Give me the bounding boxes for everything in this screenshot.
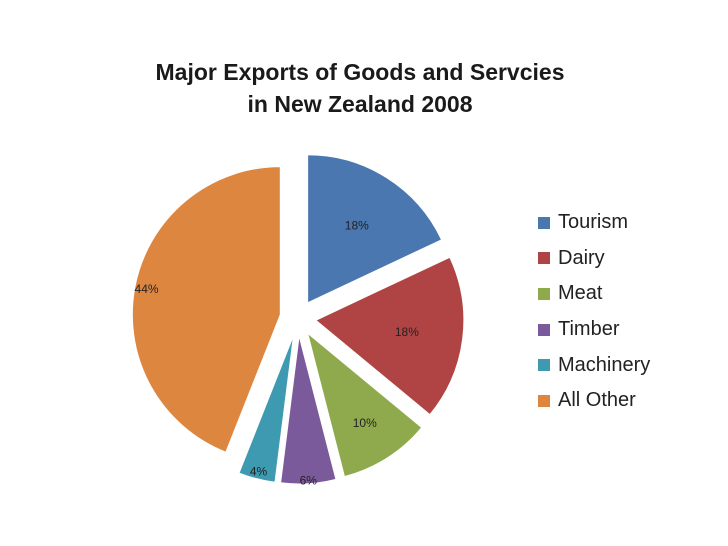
legend: Tourism Dairy Meat Timber Machinery All Other — [538, 205, 718, 419]
legend-item-meat: Meat — [538, 276, 718, 312]
slice-label-dairy: 18% — [395, 325, 419, 339]
slice-label-tourism: 18% — [345, 218, 369, 232]
legend-label: Meat — [558, 282, 603, 305]
pie-slice-tourism — [307, 154, 443, 304]
legend-swatch — [538, 216, 550, 229]
legend-label: Dairy — [558, 246, 605, 269]
legend-item-all-other: All Other — [538, 383, 718, 419]
chart-title: Major Exports of Goods and Servcies in N… — [140, 56, 580, 120]
legend-swatch — [538, 394, 550, 407]
pie-slice-all-other — [131, 166, 281, 453]
pie-slice-dairy — [314, 256, 465, 416]
slice-label-all-other: 44% — [135, 282, 159, 296]
chart-title-line-1: Major Exports of Goods and Servcies — [155, 59, 565, 85]
legend-label: Machinery — [558, 353, 651, 376]
legend-swatch — [538, 359, 550, 372]
pie-slice-machinery — [238, 335, 295, 483]
legend-item-timber: Timber — [538, 312, 718, 348]
legend-label: Tourism — [558, 211, 629, 234]
slice-label-machinery: 4% — [250, 465, 268, 479]
legend-label: Timber — [558, 318, 620, 341]
pie-slice-meat — [306, 331, 423, 478]
legend-swatch — [538, 252, 550, 265]
legend-item-dairy: Dairy — [538, 241, 718, 277]
legend-label: All Other — [558, 389, 636, 412]
pie-slice-timber — [280, 335, 337, 485]
legend-item-tourism: Tourism — [538, 205, 718, 241]
slice-label-meat: 10% — [353, 416, 377, 430]
legend-swatch — [538, 323, 550, 336]
chart-title-line-2: in New Zealand 2008 — [247, 91, 473, 117]
legend-item-machinery: Machinery — [538, 347, 718, 383]
legend-swatch — [538, 287, 550, 300]
slice-label-timber: 6% — [300, 474, 318, 488]
